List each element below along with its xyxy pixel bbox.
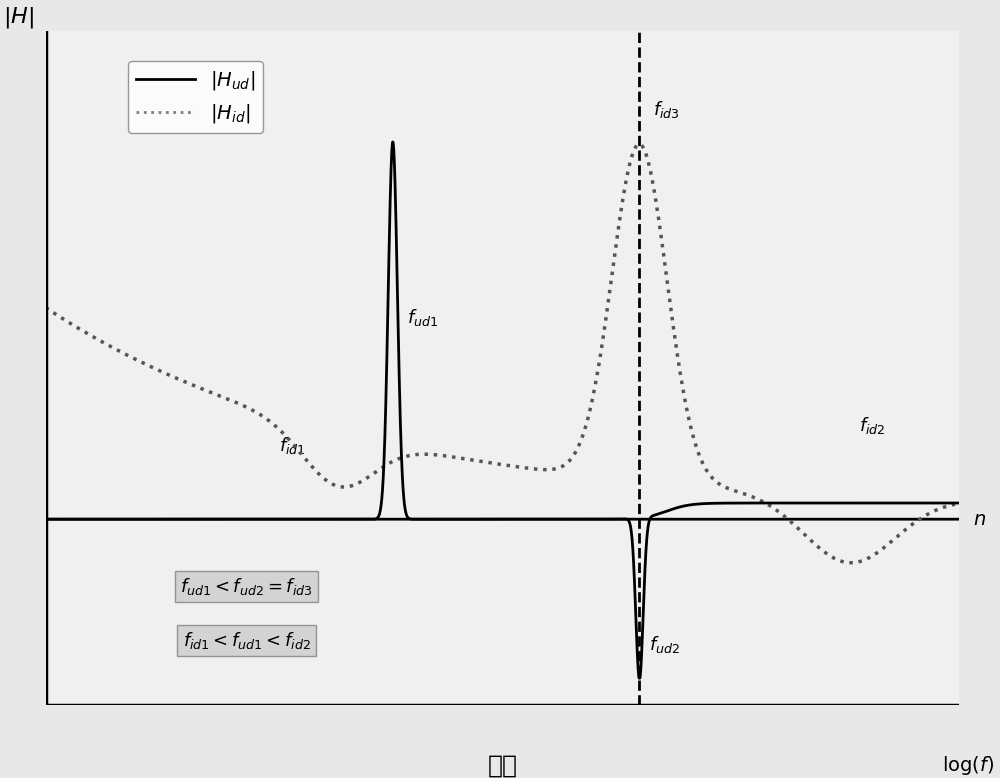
Text: $f_{ud1}$: $f_{ud1}$ <box>407 307 438 328</box>
Text: $\log(f)$: $\log(f)$ <box>942 755 994 777</box>
Text: $f_{ud2}$: $f_{ud2}$ <box>649 634 680 655</box>
Text: $f_{id2}$: $f_{id2}$ <box>859 415 885 436</box>
Text: 频率: 频率 <box>487 754 517 778</box>
Text: $f_{ud1} < f_{ud2} = f_{id3}$: $f_{ud1} < f_{ud2} = f_{id3}$ <box>180 576 313 597</box>
Text: $f_{id1} < f_{ud1} < f_{id2}$: $f_{id1} < f_{ud1} < f_{id2}$ <box>183 630 311 651</box>
Text: $|H|$: $|H|$ <box>3 5 34 30</box>
Text: $f_{id3}$: $f_{id3}$ <box>653 99 680 120</box>
Text: $n$: $n$ <box>973 510 986 529</box>
Text: $f_{id1}$: $f_{id1}$ <box>279 435 306 456</box>
Legend: $|H_{ud}|$, $|H_{id}|$: $|H_{ud}|$, $|H_{id}|$ <box>128 61 263 132</box>
